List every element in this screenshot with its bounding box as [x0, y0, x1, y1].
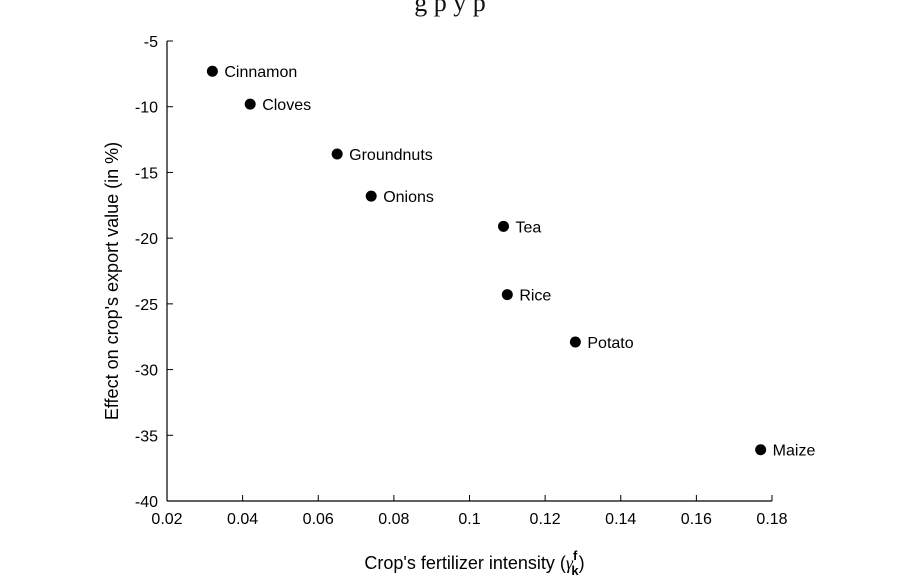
x-tick-label: 0.12	[530, 511, 561, 528]
y-tick-label: -35	[135, 428, 158, 445]
y-axis-title: Effect on crop's export value (in %)	[102, 142, 122, 420]
x-axis-title: Crop's fertilizer intensity (γf k)	[364, 548, 584, 578]
x-tick-label: 0.06	[303, 511, 334, 528]
x-tick-label: 0.02	[151, 511, 182, 528]
x-tick-label: 0.04	[227, 511, 258, 528]
data-point-label: Onions	[383, 189, 434, 206]
data-point-label: Potato	[587, 335, 633, 352]
data-point-marker	[501, 289, 513, 301]
data-point-label: Tea	[516, 219, 542, 236]
data-point-label: Groundnuts	[349, 147, 433, 164]
x-axis-title-subscript: k	[571, 563, 579, 578]
data-point-label: Cloves	[262, 97, 311, 114]
data-point-label: Maize	[773, 443, 816, 460]
y-tick-label: -20	[135, 231, 158, 248]
y-tick-label: -30	[135, 363, 158, 380]
data-points: Cinnamon Cloves Groundnuts Onions Tea Rice Pot…	[206, 64, 816, 460]
x-axis-title-symbol: γ	[566, 553, 574, 573]
data-point-label: Rice	[519, 288, 551, 305]
axes	[166, 41, 772, 502]
x-tick-label: 0.14	[605, 511, 636, 528]
data-point-marker	[569, 336, 581, 348]
y-tick-label: -15	[135, 165, 158, 182]
x-axis-title-close: )	[579, 553, 585, 573]
x-axis-ticks: 0.02 0.04 0.06 0.08 0.1 0.12 0.14 0.16 0.18	[151, 495, 788, 528]
y-tick-label: -25	[135, 297, 158, 314]
y-tick-label: -10	[135, 100, 158, 117]
data-point-marker	[244, 98, 256, 110]
cropped-caption-fragment: g p y p	[414, 0, 486, 17]
x-axis-title-text: Crop's fertilizer intensity (	[364, 553, 566, 573]
data-point-label: Cinnamon	[224, 64, 297, 81]
y-axis-ticks: -5 -10 -15 -20 -25 -30 -35 -40	[135, 34, 173, 511]
y-tick-label: -5	[144, 34, 158, 51]
data-point-marker	[498, 220, 510, 232]
data-point-marker	[755, 444, 767, 456]
data-point-marker	[206, 65, 218, 77]
data-point-marker	[365, 190, 377, 202]
x-tick-label: 0.16	[681, 511, 712, 528]
x-axis-title-superscript: f	[573, 548, 578, 563]
y-tick-label: -40	[135, 494, 158, 511]
x-tick-label: 0.1	[458, 511, 480, 528]
x-tick-label: 0.18	[756, 511, 787, 528]
x-tick-label: 0.08	[378, 511, 409, 528]
data-point-marker	[331, 148, 343, 160]
